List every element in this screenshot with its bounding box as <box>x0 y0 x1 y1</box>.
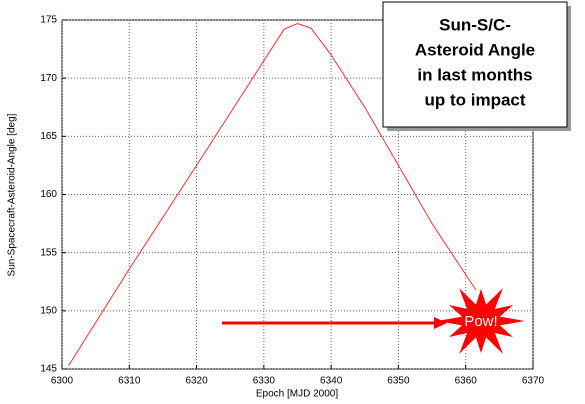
x-axis-label: Epoch [MJD 2000] <box>256 389 338 400</box>
y-axis-label: Sun-Spacecraft-Asteroid-Angle [deg] <box>7 113 18 276</box>
x-tick-label: 6310 <box>118 376 141 387</box>
x-tick-label: 6300 <box>51 376 74 387</box>
x-tick-label: 6350 <box>387 376 410 387</box>
x-tick-label: 6340 <box>320 376 343 387</box>
y-tick-label: 165 <box>40 131 57 142</box>
annotation-box: Sun-S/C- Asteroid Angle in last months up t… <box>382 1 571 131</box>
y-tick-label: 145 <box>40 364 57 375</box>
burst-text: Pow! <box>464 313 497 330</box>
box-text-line: Asteroid Angle <box>415 40 535 59</box>
arrow-head <box>434 317 447 329</box>
y-tick-label: 175 <box>40 15 57 26</box>
y-tick-label: 160 <box>40 189 57 200</box>
y-tick-label: 150 <box>40 305 57 316</box>
burst <box>437 288 525 354</box>
box-text-line: up to impact <box>424 90 525 109</box>
y-tick-label: 155 <box>40 247 57 258</box>
x-tick-label: 6370 <box>522 376 545 387</box>
x-tick-label: 6330 <box>253 376 276 387</box>
box-text-line: in last months <box>417 65 532 84</box>
x-tick-label: 6360 <box>455 376 478 387</box>
box <box>382 1 568 128</box>
box-text-line: Sun-S/C- <box>439 15 511 34</box>
data-line <box>68 22 477 366</box>
x-tick-label: 6320 <box>185 376 208 387</box>
y-tick-label: 170 <box>40 73 57 84</box>
